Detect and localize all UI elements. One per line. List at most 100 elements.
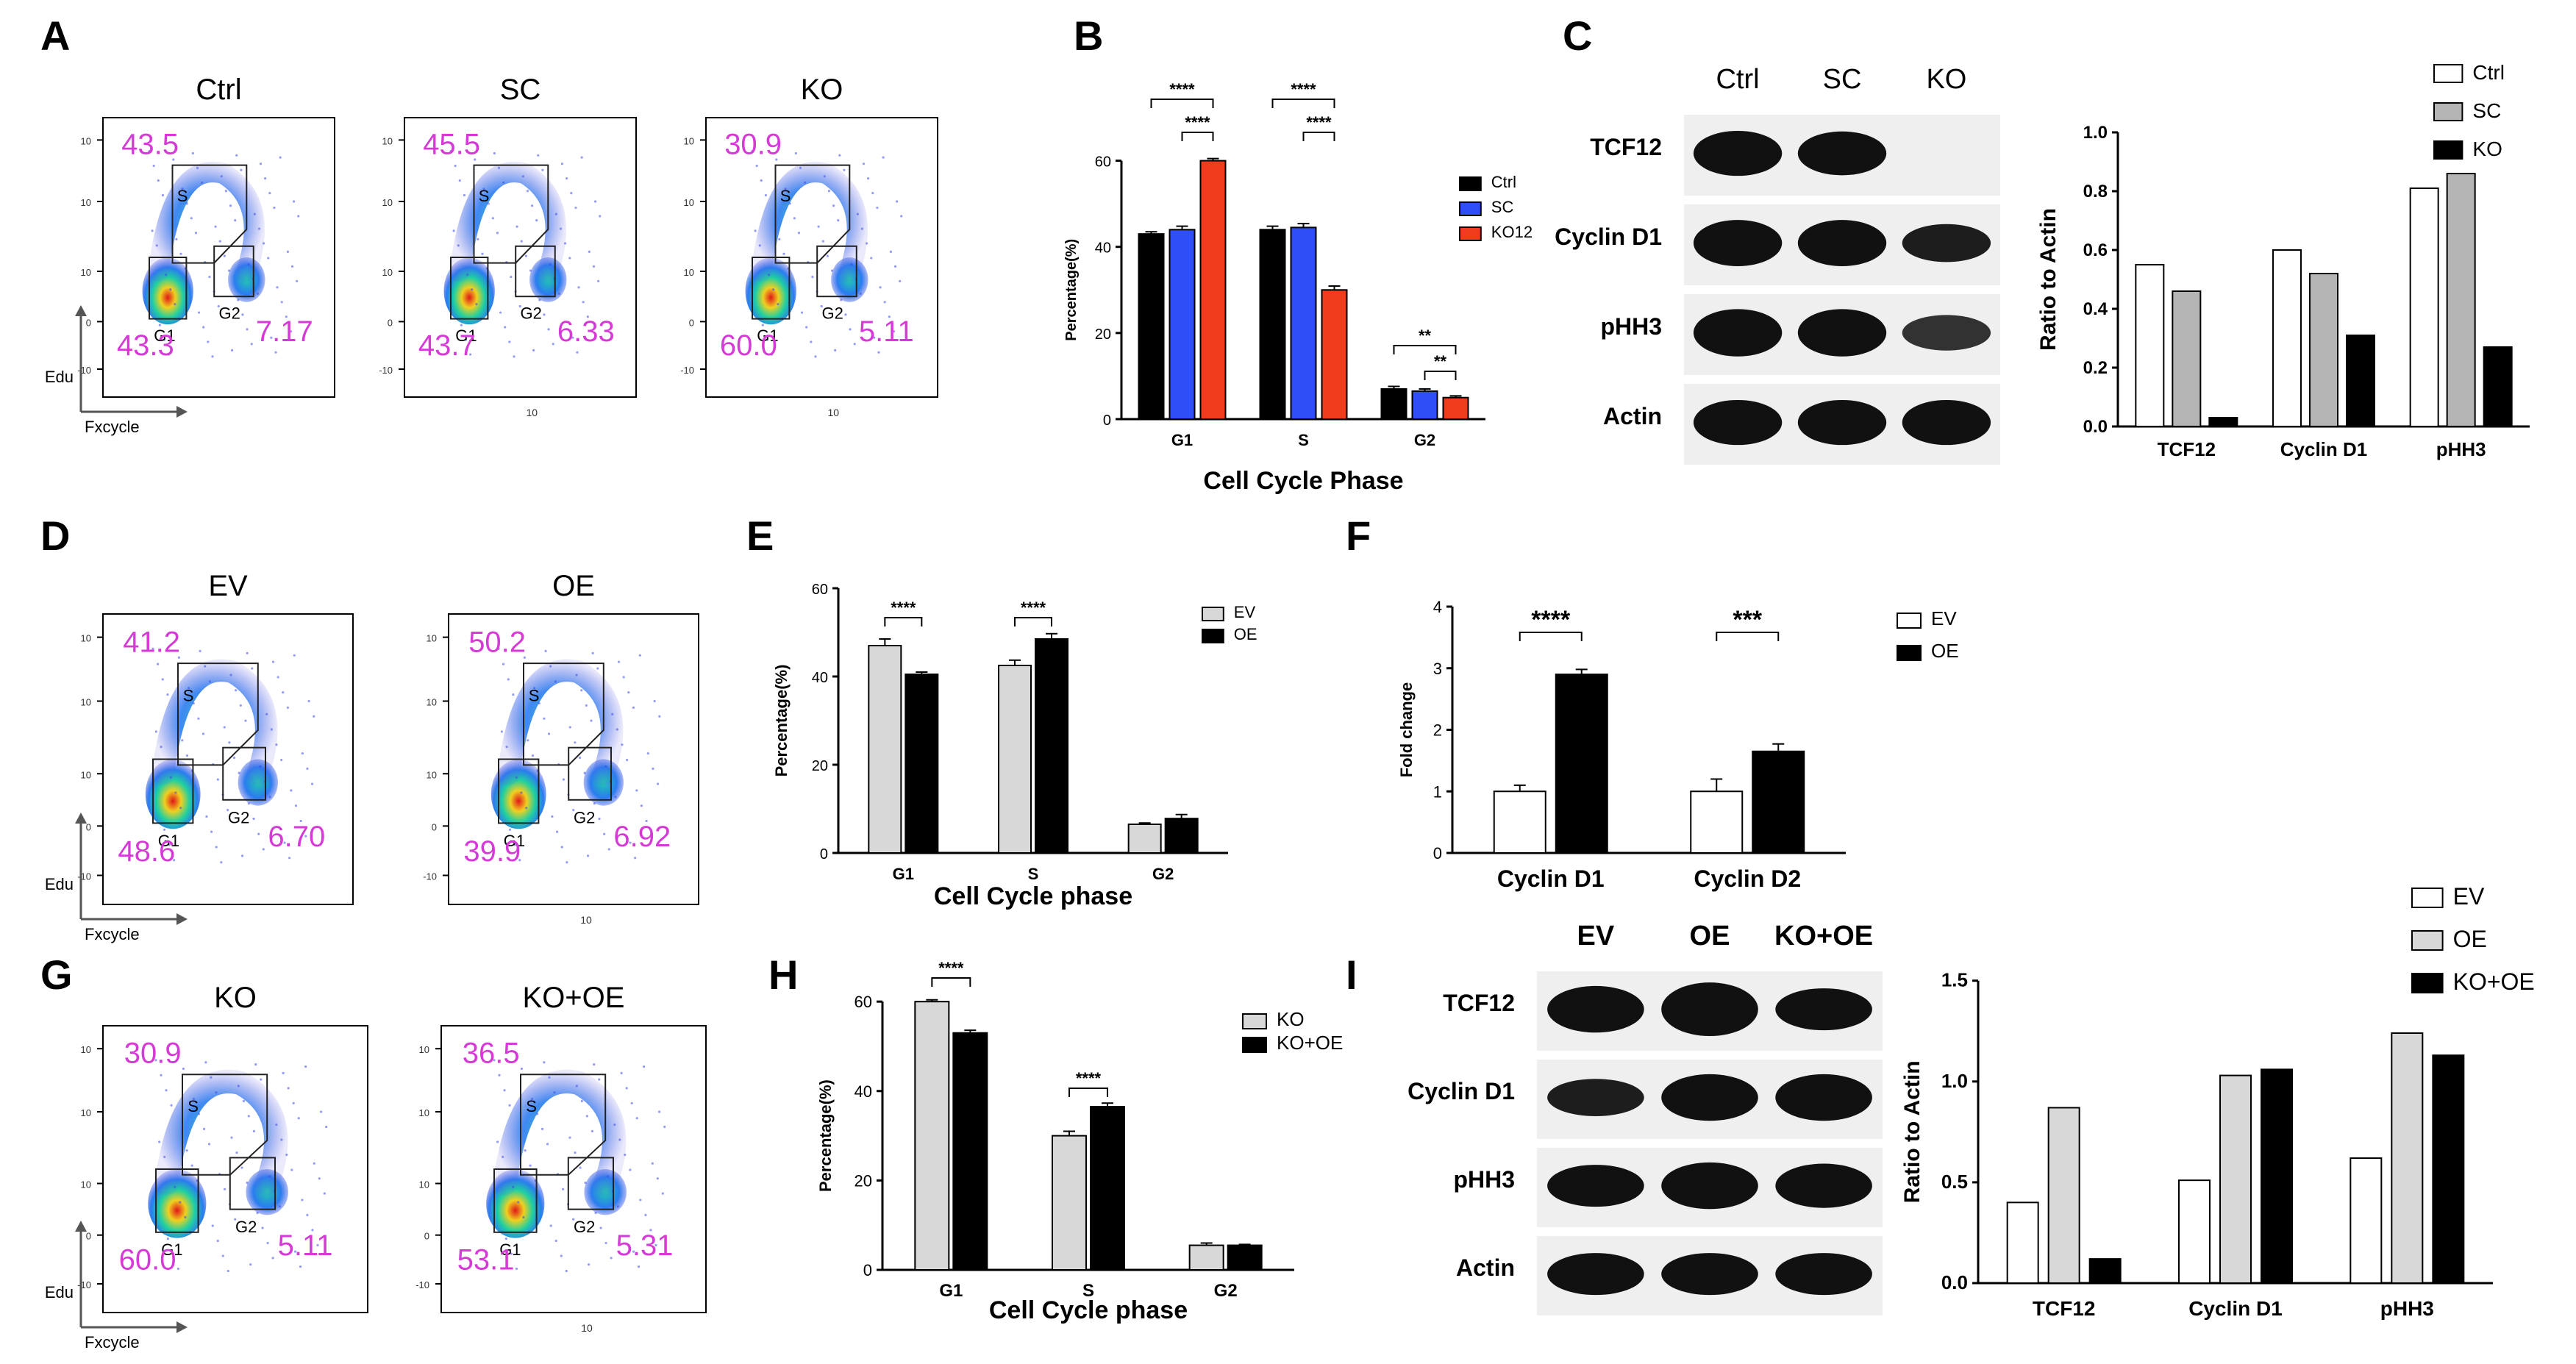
y-axis-label: Ratio to Actin [1900,1060,1924,1203]
legend-label: KO [1277,1008,1305,1030]
event-dot [471,288,474,291]
event-dot [899,279,902,282]
event-dot [653,699,656,703]
event-dot [515,225,518,228]
event-dot [500,730,504,733]
y-tick-label: 10 [382,135,393,146]
y-tick-label: 3 [1433,660,1442,678]
bar [1164,818,1199,854]
category-label: pHH3 [2436,438,2486,460]
event-dot [553,1091,556,1094]
s-phase-arc [154,1069,288,1196]
y-tick-label: 60 [1095,154,1111,171]
event-dot [510,1252,513,1255]
event-dot [546,1143,549,1146]
event-dot [832,204,835,207]
event-dot [158,1140,161,1143]
panel-letter-e: E [746,513,774,559]
event-dot [577,286,580,289]
event-dot [650,835,653,838]
g1-percentage: 39.9 [463,835,521,868]
blot-band [1775,988,1872,1031]
event-dot [204,665,207,668]
event-dot [584,1181,587,1185]
bar [1555,674,1608,854]
event-dot [224,1188,226,1190]
legend-swatch [2433,102,2463,121]
event-dot [304,835,307,838]
event-dot [164,274,168,276]
event-dot [286,250,289,253]
event-dot [168,843,171,846]
event-dot [837,219,840,222]
y-tick-label: 10 [81,769,91,780]
y-tick-label: 10 [81,1044,91,1055]
event-dot [264,177,267,180]
y-tick-label: 0 [1103,413,1111,429]
event-dot [645,819,648,823]
y-tick-label: 60 [854,993,872,1011]
panel-letters: A B C D E F G H I [40,13,1592,998]
event-dot [751,150,754,153]
event-dot [882,156,885,159]
bar [2483,346,2513,427]
g1-gate [493,1168,538,1233]
event-dot [265,713,268,715]
y-tick-label: 10 [684,135,694,146]
bar [1127,824,1162,854]
category-label: G2 [1214,1281,1238,1301]
event-dot [618,1138,621,1141]
event-dot [565,1269,568,1273]
event-dot [634,857,637,860]
event-dot [469,353,472,356]
g2-percentage: 5.11 [278,1229,333,1262]
event-dot [161,678,164,681]
g2-gate [568,746,613,801]
event-dot [504,326,507,329]
event-dot [252,817,255,821]
bar [2172,290,2202,427]
event-dot [517,1201,520,1204]
bar [952,1032,988,1271]
category-label: Cyclin D1 [2280,438,2368,460]
legend-label: Ctrl [2472,61,2505,84]
y-tick-label: 10 [427,697,437,708]
event-dot [240,854,244,857]
event-dot [306,1213,309,1216]
event-dot [644,1213,647,1216]
y-tick-label: 0 [432,821,437,832]
event-dot [247,263,250,266]
event-dot [793,217,796,220]
event-dot [760,179,763,182]
event-dot [593,200,597,203]
significance-bracket [1424,371,1457,380]
significance-bracket [931,977,971,987]
event-dot [591,651,594,654]
event-dot [583,771,586,774]
event-dot [562,1188,565,1190]
event-dot [766,338,769,341]
arrow-head-icon [176,1321,188,1333]
legend-swatch [1897,645,1922,661]
event-dot [502,663,505,665]
event-dot [810,340,813,343]
g2-percentage: 7.17 [256,315,313,348]
event-dot [230,1136,233,1139]
event-dot [574,1151,577,1154]
event-dot [547,732,551,735]
bar [1690,790,1744,854]
event-dot [175,238,178,240]
legend-label: EV [2453,883,2485,910]
significance-label: **** [1185,113,1210,132]
blot-row-label: TCF12 [1443,990,1515,1016]
event-dot [510,276,513,279]
event-dot [508,340,511,343]
event-dot [210,1076,213,1079]
event-dot [197,311,201,314]
event-dot [306,767,309,770]
event-dot [873,336,876,339]
event-dot [821,240,824,243]
g1-gate [155,1168,199,1233]
event-dot [496,232,499,235]
y-tick-label: 10 [419,1044,429,1055]
